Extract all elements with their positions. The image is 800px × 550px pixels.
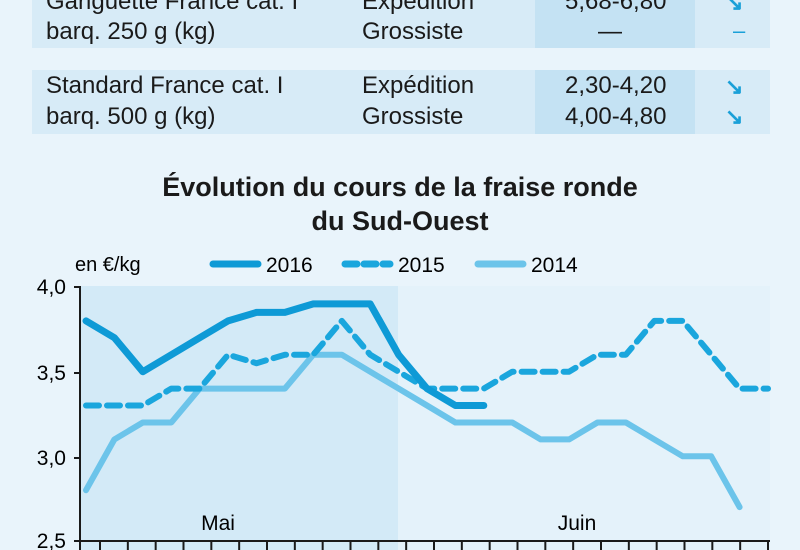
y-tick-label: 3,0 [37,447,66,470]
down-arrow-icon: ↘ [725,0,744,15]
plot-area-mai [80,286,398,550]
chart-title-line2: du Sud-Ouest [311,206,489,236]
product-name: Standard France cat. I [46,72,284,99]
x-ticks [99,541,769,550]
down-arrow-icon: ↘ [725,74,744,99]
price-range: 4,00-4,80 [565,103,667,130]
y-tick-label: 2,5 [37,530,66,550]
market-stage: Grossiste [362,18,464,45]
series-layer [82,300,771,511]
series-line-2014 [83,351,743,511]
price-table: Gariguette France cat. I barq. 250 g (kg… [0,0,800,150]
legend-label-2014: 2014 [531,254,578,277]
series-line-2016 [82,300,488,409]
market-stage: Expédition [362,0,475,15]
legend-label-2016: 2016 [266,254,313,277]
trend-stable: – [733,18,746,43]
product-name: Gariguette France cat. I [46,0,299,15]
price-range: 2,30-4,20 [565,72,667,99]
product-pack: barq. 250 g (kg) [46,18,216,45]
chart-title: Évolution du cours de la fraise ronde du… [0,170,800,238]
price-range: 5,68-6,80 [565,0,667,15]
chart-title-line1: Évolution du cours de la fraise ronde [162,172,638,202]
legend-label-2015: 2015 [398,254,445,277]
y-tick-label: 4,0 [37,276,66,299]
x-period-label-mai: Mai [201,512,235,535]
price-column-band [535,70,695,134]
down-arrow-icon: ↘ [725,104,744,129]
y-axis-label: en €/kg [75,254,141,276]
plot-area-juin [398,286,770,550]
market-stage: Expédition [362,72,475,99]
market-stage: Grossiste [362,103,464,130]
product-pack: barq. 500 g (kg) [46,103,216,130]
y-tick-label: 3,5 [37,362,66,385]
x-period-label-juin: Juin [558,512,597,535]
price-column-band [535,0,695,48]
price-range: — [598,18,622,45]
